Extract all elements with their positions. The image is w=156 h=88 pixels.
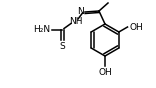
Text: OH: OH (129, 23, 143, 32)
Text: H₂N: H₂N (33, 26, 50, 34)
Text: N: N (77, 7, 84, 17)
Text: OH: OH (98, 68, 112, 77)
Text: NH: NH (69, 17, 82, 26)
Text: S: S (59, 42, 65, 51)
